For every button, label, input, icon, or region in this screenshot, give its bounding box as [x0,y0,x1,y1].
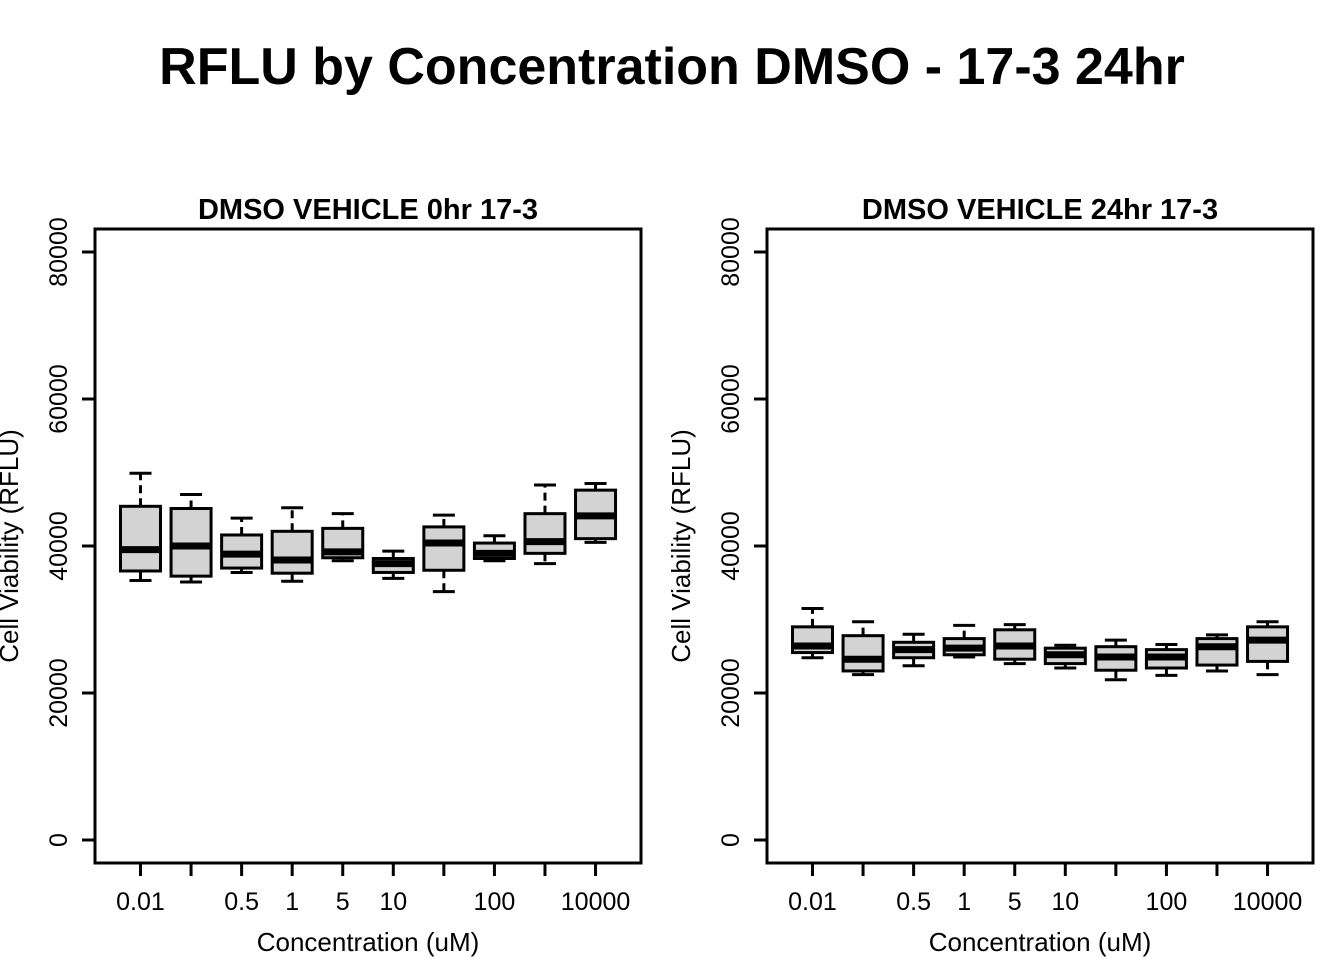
panel-0-plot-area: 0 20000 40000 60000 80000 0.01 0.5 1 5 10 100 10000 [45,217,643,916]
y-tick-label: 0 [717,833,745,847]
x-tick-label: 10000 [1233,888,1303,916]
x-tick-label: 10 [379,888,407,916]
iqr-box [422,525,466,572]
x-tick-label: 0.01 [116,888,165,916]
y-tick-label: 20000 [45,658,73,728]
x-tick-label: 5 [336,888,350,916]
x-tick-label: 0.5 [896,888,931,916]
main-title: RFLU by Concentration DMSO - 17-3 24hr [159,38,1185,96]
iqr-box [841,634,885,673]
x-tick-label: 1 [957,888,971,916]
panel-1-title: DMSO VEHICLE 24hr 17-3 [862,194,1218,226]
iqr-box [1246,625,1290,663]
x-tick-label: 10 [1051,888,1079,916]
panel-1-yaxis-title: Cell Viability (RFLU) [666,429,696,663]
x-tick-label: 0.01 [788,888,837,916]
y-tick-label: 40000 [717,511,745,581]
panel-1-xaxis-title: Concentration (uM) [929,927,1152,957]
x-tick-label: 100 [474,888,516,916]
plot-frame [765,227,1315,865]
x-tick-label: 10000 [561,888,631,916]
x-tick-label: 0.5 [224,888,259,916]
x-tick-label: 5 [1008,888,1022,916]
panel-0-yaxis-title: Cell Viability (RFLU) [0,429,24,663]
iqr-box [523,512,567,555]
panel-1-plot-area: 0 20000 40000 60000 80000 0.01 0.5 1 5 10 100 10000 [717,217,1315,916]
plot-frame [93,227,643,865]
iqr-box [119,504,162,573]
y-tick-label: 80000 [45,217,73,287]
iqr-box [1195,637,1239,667]
iqr-box [169,507,213,578]
y-tick-label: 40000 [45,511,73,581]
y-tick-label: 0 [45,833,73,847]
y-tick-label: 60000 [45,364,73,434]
panel-0-xaxis-title: Concentration (uM) [257,927,480,957]
panel-0-title: DMSO VEHICLE 0hr 17-3 [198,194,538,226]
iqr-box [270,529,314,575]
x-tick-label: 1 [285,888,299,916]
y-tick-label: 60000 [717,364,745,434]
y-tick-label: 80000 [717,217,745,287]
x-tick-label: 100 [1146,888,1188,916]
y-tick-label: 20000 [717,658,745,728]
